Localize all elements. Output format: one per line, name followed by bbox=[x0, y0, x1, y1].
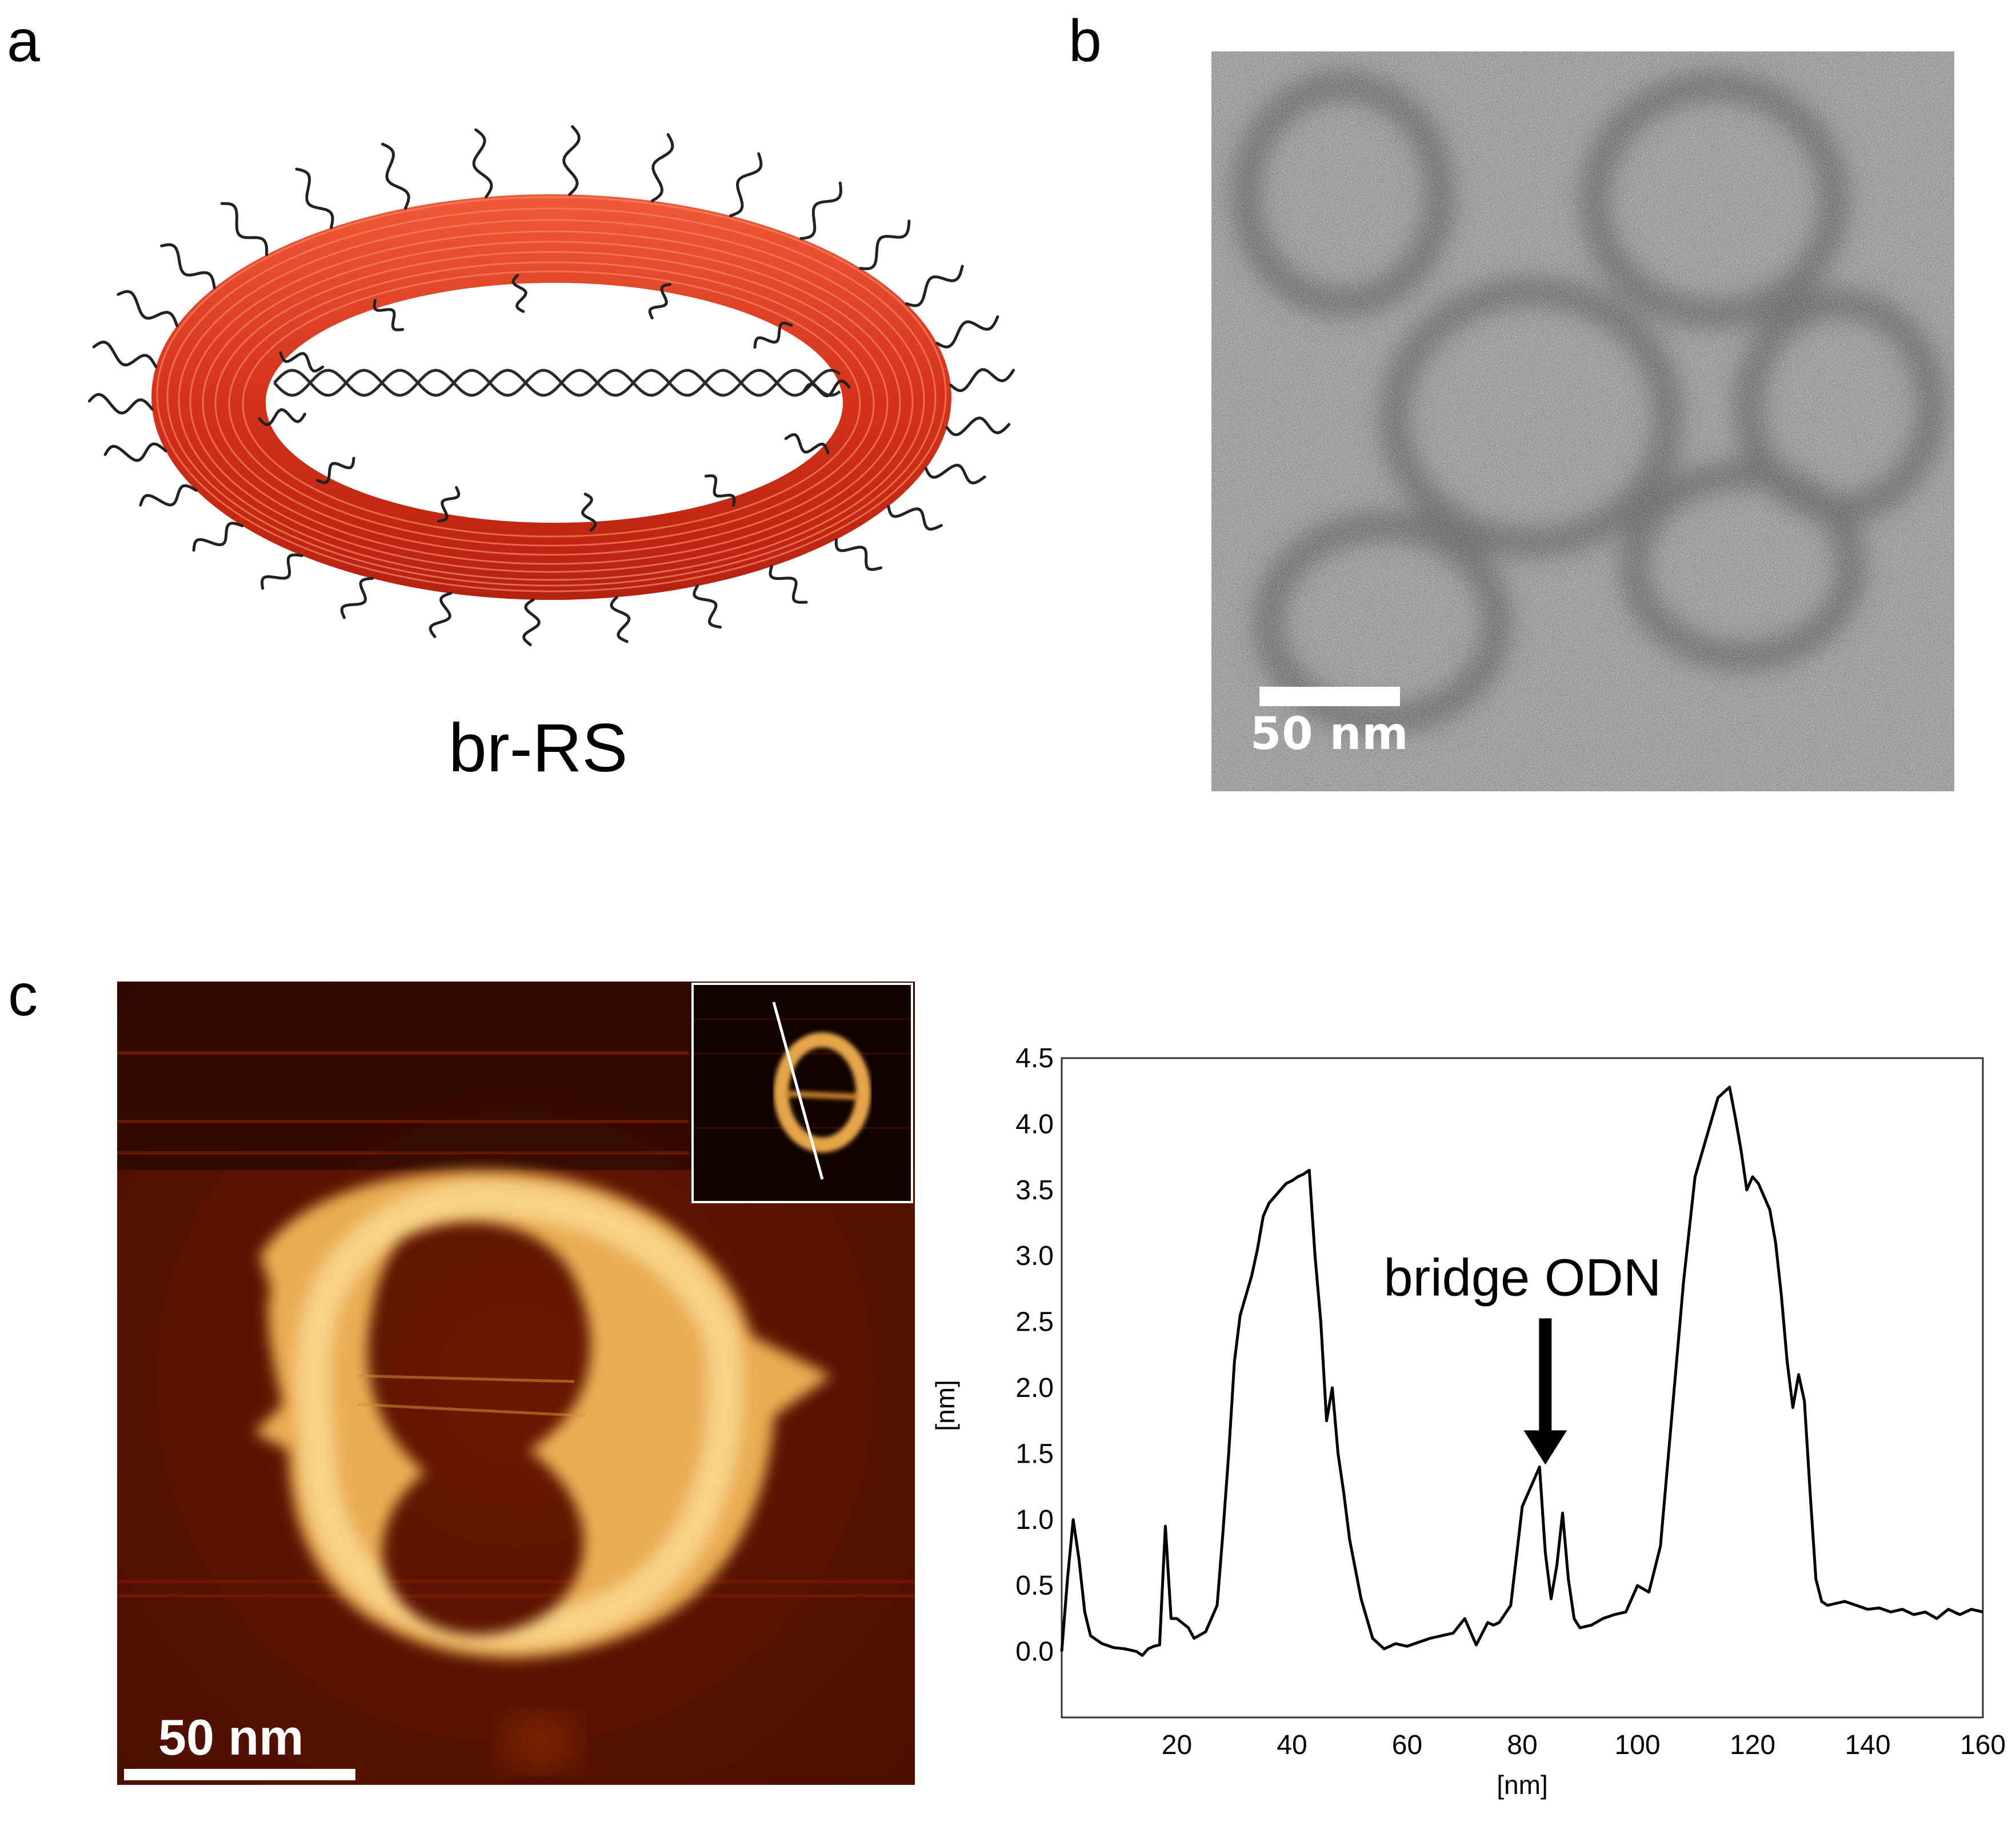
dna-strand bbox=[693, 584, 722, 629]
profile-line bbox=[772, 1002, 824, 1180]
dna-strand bbox=[87, 393, 154, 415]
dna-strand-inner bbox=[802, 379, 851, 398]
arrow-shaft bbox=[1539, 1318, 1552, 1433]
ring-body bbox=[151, 194, 951, 600]
dna-strand bbox=[887, 504, 943, 531]
dna-strand bbox=[859, 219, 911, 270]
dna-strand bbox=[220, 202, 269, 257]
afm-inset-image bbox=[691, 983, 913, 1203]
y-tick-label: 1.0 bbox=[1015, 1505, 1054, 1535]
y-tick-label: 1.5 bbox=[1015, 1439, 1054, 1469]
y-tick-label: 3.5 bbox=[1015, 1175, 1054, 1206]
dna-strand-inner bbox=[437, 486, 461, 523]
y-tick-label: 0.0 bbox=[1015, 1637, 1054, 1667]
dna-strand bbox=[935, 315, 999, 349]
afm-scale-bar bbox=[124, 1769, 355, 1780]
x-tick-label: 60 bbox=[1392, 1730, 1422, 1760]
dna-strand-inner bbox=[279, 351, 325, 373]
dna-strand bbox=[340, 576, 374, 619]
afm-scale-label: 50 nm bbox=[158, 1709, 304, 1765]
x-tick-label: 160 bbox=[1960, 1730, 2006, 1760]
y-tick-label: 4.0 bbox=[1015, 1109, 1054, 1139]
y-axis-title: [nm] bbox=[930, 1380, 960, 1431]
x-tick-label: 140 bbox=[1845, 1730, 1890, 1760]
afm-image: 50 nm bbox=[117, 982, 915, 1785]
dna-strand bbox=[905, 265, 964, 307]
dna-strand bbox=[160, 243, 216, 290]
dna-strand bbox=[924, 463, 986, 484]
profile-series-line bbox=[1060, 1086, 1983, 1657]
x-tick-label: 120 bbox=[1730, 1730, 1775, 1760]
scheme-caption: br-RS bbox=[449, 710, 628, 786]
dna-strand bbox=[799, 181, 843, 240]
dna-strand bbox=[92, 341, 158, 369]
dna-strand bbox=[381, 142, 410, 210]
tem-scale-label: 50 nm bbox=[1250, 708, 1409, 760]
bridge-helix bbox=[273, 369, 841, 397]
dna-strand bbox=[650, 133, 674, 202]
y-tick-label: 2.0 bbox=[1015, 1373, 1054, 1403]
dna-strand-inner bbox=[373, 299, 405, 331]
y-tick-label: 2.5 bbox=[1015, 1307, 1054, 1338]
y-tick-label: 3.0 bbox=[1015, 1241, 1054, 1271]
x-tick-label: 40 bbox=[1277, 1730, 1307, 1760]
bridge-odn-label: bridge ODN bbox=[1383, 1248, 1661, 1307]
dna-strand bbox=[103, 442, 167, 462]
panel-label-c: c bbox=[8, 962, 38, 1028]
arrow-head bbox=[1523, 1430, 1567, 1465]
dna-strand-inner bbox=[648, 283, 671, 320]
dna-strand bbox=[295, 167, 334, 230]
y-tick-label: 0.5 bbox=[1015, 1571, 1054, 1601]
dna-strand-inner bbox=[704, 474, 736, 507]
height-profile-chart: 0.0 0.5 1.0 1.5 2.0 2.5 3.0 3.5 4.0 4.5 20 40 60 80 1… bbox=[930, 1043, 2006, 1800]
dna-strand bbox=[522, 598, 541, 646]
dna-strand bbox=[769, 564, 808, 604]
x-tick-label: 80 bbox=[1507, 1730, 1537, 1760]
dna-strand-inner bbox=[315, 456, 355, 484]
dna-strands bbox=[87, 125, 1015, 646]
dna-strand-inner bbox=[258, 408, 306, 426]
panel-label-a: a bbox=[7, 8, 40, 74]
dna-strand bbox=[610, 595, 631, 643]
y-tick-label: 4.5 bbox=[1015, 1043, 1054, 1074]
plot-frame bbox=[1061, 1057, 1984, 1719]
dna-strand bbox=[949, 368, 1015, 393]
panel-label-b: b bbox=[1069, 8, 1102, 74]
dna-strand bbox=[945, 417, 1011, 437]
dna-strand bbox=[429, 592, 453, 638]
x-tick-label: 20 bbox=[1162, 1730, 1192, 1760]
x-axis-title: [nm] bbox=[1497, 1770, 1547, 1800]
dna-strand bbox=[260, 553, 303, 590]
dna-strand bbox=[562, 125, 581, 196]
dna-strand bbox=[192, 522, 244, 552]
dna-strand-inner bbox=[784, 433, 830, 455]
dna-strand-inner bbox=[511, 274, 528, 313]
dna-strand-inner bbox=[753, 321, 793, 349]
dna-strand bbox=[117, 290, 179, 327]
dna-strand bbox=[834, 538, 883, 571]
tem-micrograph: 50 nm bbox=[1211, 51, 1954, 791]
ring-schematic bbox=[87, 125, 1015, 646]
tem-scale-bar bbox=[1259, 687, 1400, 706]
bridge-odn-arrow bbox=[1523, 1318, 1567, 1465]
dna-strand bbox=[472, 128, 493, 199]
x-tick-label: 100 bbox=[1614, 1730, 1660, 1760]
dna-strand bbox=[139, 484, 198, 507]
dna-strand-inner bbox=[581, 492, 597, 532]
dna-strand bbox=[729, 152, 763, 218]
